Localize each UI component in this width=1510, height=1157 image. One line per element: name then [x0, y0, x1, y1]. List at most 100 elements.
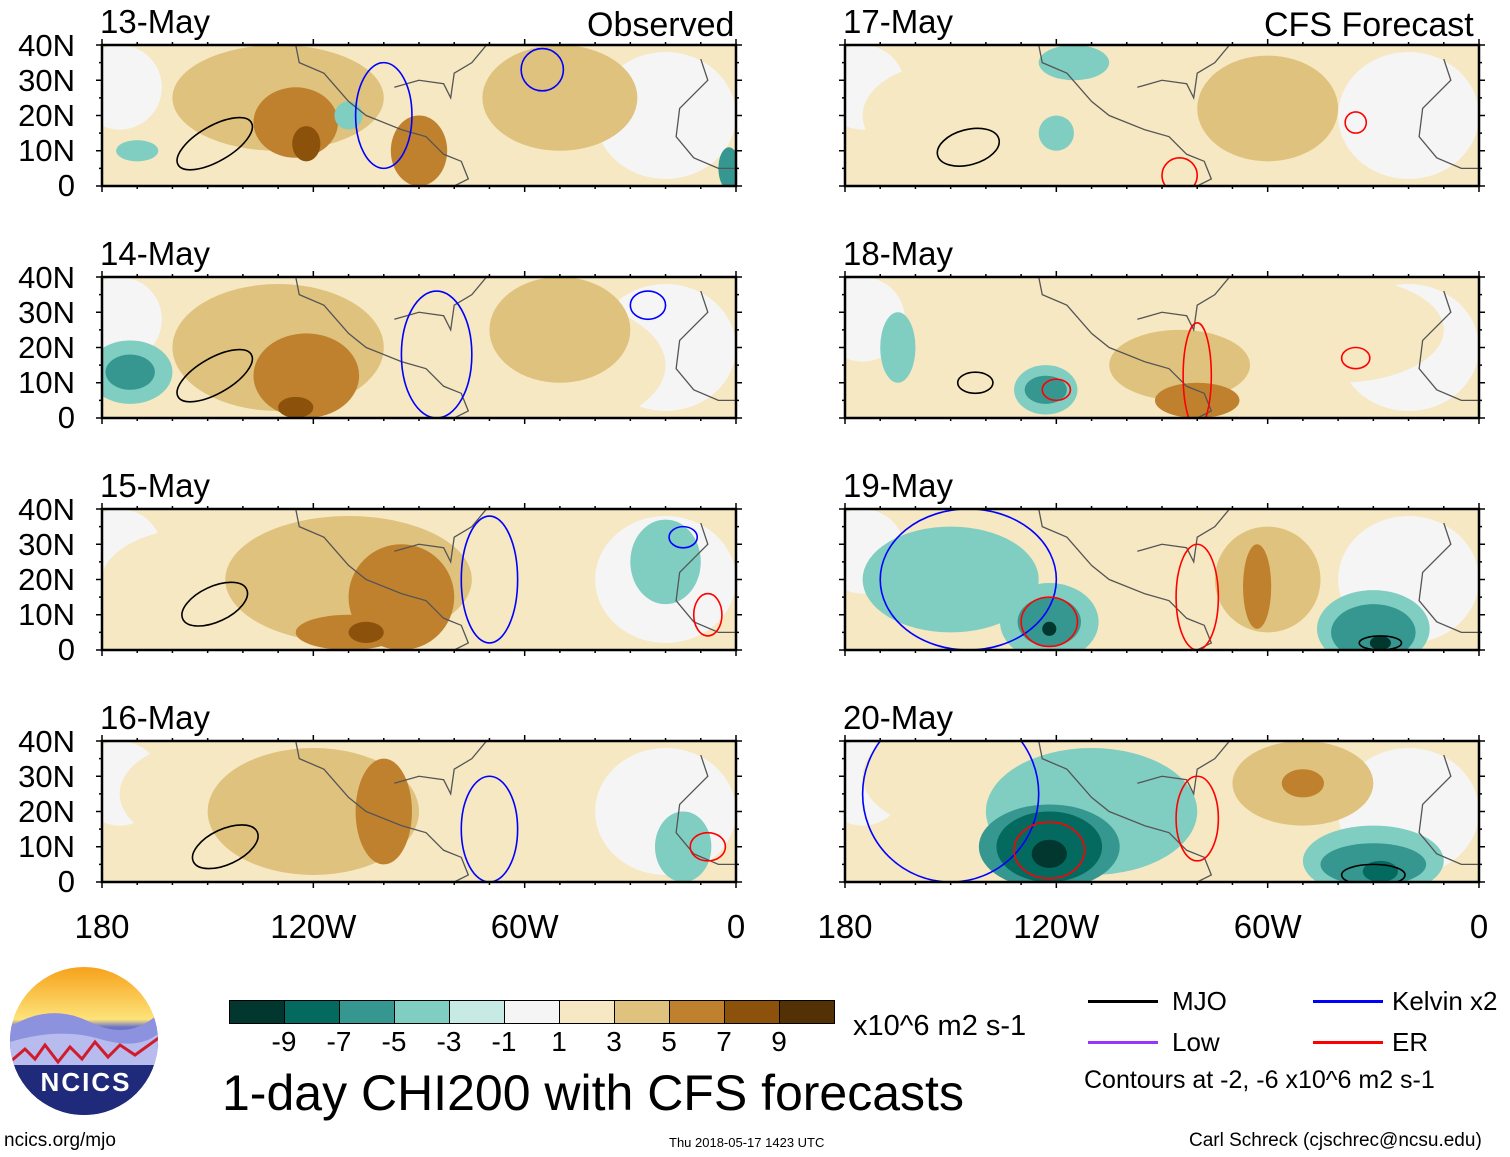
colorbar-swatch	[725, 1001, 780, 1023]
lat-label: 30N	[18, 527, 75, 562]
panel-date: 18-May	[843, 235, 954, 272]
shaded-anomaly	[1154, 382, 1240, 418]
coastline	[1137, 741, 1231, 797]
coastline	[394, 45, 488, 101]
shaded-anomaly	[295, 614, 402, 650]
lat-label: 30N	[18, 759, 75, 794]
coastline	[1137, 509, 1231, 565]
legend-er-line	[1313, 1041, 1383, 1044]
lat-label: 10N	[18, 829, 75, 864]
colorbar-swatch	[450, 1001, 505, 1023]
lon-label: 60W	[1234, 908, 1303, 945]
kelvin-contour	[879, 509, 1058, 650]
legend-low-line	[1088, 1041, 1158, 1044]
coastline	[1038, 277, 1213, 418]
lat-label: 0	[58, 864, 75, 899]
shaded-anomaly	[1031, 839, 1067, 868]
shaded-anomaly	[1197, 55, 1339, 162]
coastline	[675, 290, 736, 402]
kelvin-contour	[460, 775, 519, 882]
coastline	[1137, 45, 1231, 101]
lon-label: 0	[1470, 908, 1488, 945]
kelvin-contour	[861, 741, 1040, 882]
coastline	[295, 45, 470, 186]
lon-label: 180	[817, 908, 872, 945]
er-contour	[1182, 322, 1213, 418]
panel-date: 15-May	[100, 467, 211, 504]
coastline	[1137, 277, 1231, 333]
lat-label: 0	[58, 632, 75, 667]
shaded-anomaly	[105, 354, 155, 390]
shaded-anomaly	[116, 140, 159, 162]
lat-label: 30N	[18, 63, 75, 98]
shaded-anomaly	[880, 312, 916, 383]
panel-date: 16-May	[100, 699, 211, 736]
shaded-anomaly	[1369, 635, 1391, 650]
lat-label: 30N	[18, 295, 75, 330]
shaded-anomaly	[348, 621, 384, 643]
coastline	[295, 741, 470, 882]
lat-label: 20N	[18, 794, 75, 829]
map-panel: 18-May	[839, 235, 1485, 424]
shaded-anomaly	[630, 519, 701, 605]
colorbar-swatch	[615, 1001, 670, 1023]
er-contour	[1161, 157, 1199, 186]
coastline	[394, 509, 488, 565]
colorbar-tick-label: -9	[271, 1026, 297, 1057]
colorbar-swatch	[670, 1001, 725, 1023]
coastline	[1418, 522, 1479, 634]
colorbar-tick-label: 9	[771, 1026, 787, 1057]
ncics-logo: NCICS	[10, 967, 158, 1115]
shaded-anomaly	[278, 396, 314, 418]
lat-label: 40N	[18, 492, 75, 527]
shaded-anomaly	[862, 62, 1039, 169]
lat-label: 40N	[18, 28, 75, 63]
colorbar-swatch	[285, 1001, 340, 1023]
er-contour	[1175, 543, 1220, 650]
shaded-anomaly	[718, 147, 736, 186]
lat-label: 40N	[18, 724, 75, 759]
colorbar-tick-label: 3	[606, 1026, 622, 1057]
lat-label: 10N	[18, 133, 75, 168]
colorbar-swatch	[395, 1001, 450, 1023]
mjo-contour	[1358, 635, 1403, 650]
lon-label: 0	[727, 908, 745, 945]
lat-label: 0	[58, 168, 75, 203]
site-link[interactable]: ncics.org/mjo	[4, 1130, 116, 1151]
contour-note: Contours at -2, -6 x10^6 m2 s-1	[1084, 1066, 1435, 1094]
er-contour	[689, 831, 727, 862]
lat-label: 20N	[18, 562, 75, 597]
shaded-anomaly	[654, 811, 712, 882]
map-panel: 20-May 180 120W 60W 0	[817, 699, 1488, 945]
coastline	[1418, 290, 1479, 402]
mjo-contour	[181, 581, 249, 627]
lat-label: 0	[58, 400, 75, 435]
coastline	[675, 522, 736, 634]
legend-mjo-line	[1088, 1000, 1158, 1003]
map-panel: 19-May	[839, 467, 1485, 656]
colorbar-tick-label: -1	[491, 1026, 517, 1057]
er-contour	[1344, 111, 1368, 134]
colorbar-swatch	[505, 1001, 560, 1023]
coastline	[1418, 754, 1479, 866]
shaded-anomaly	[1038, 115, 1074, 151]
coastline	[1418, 58, 1479, 170]
lat-label: 10N	[18, 365, 75, 400]
shaded-anomaly	[482, 45, 638, 151]
shaded-anomaly	[1243, 544, 1272, 629]
shaded-anomaly	[1232, 277, 1444, 383]
shaded-anomaly	[355, 758, 412, 865]
lat-label: 20N	[18, 98, 75, 133]
shaded-anomaly	[1331, 604, 1416, 650]
kelvin-contour	[668, 525, 699, 549]
shaded-anomaly	[862, 526, 1039, 633]
shaded-anomaly	[1109, 329, 1251, 401]
coastline	[394, 741, 488, 797]
mjo-contour	[176, 116, 254, 171]
kelvin-contour	[354, 61, 413, 170]
